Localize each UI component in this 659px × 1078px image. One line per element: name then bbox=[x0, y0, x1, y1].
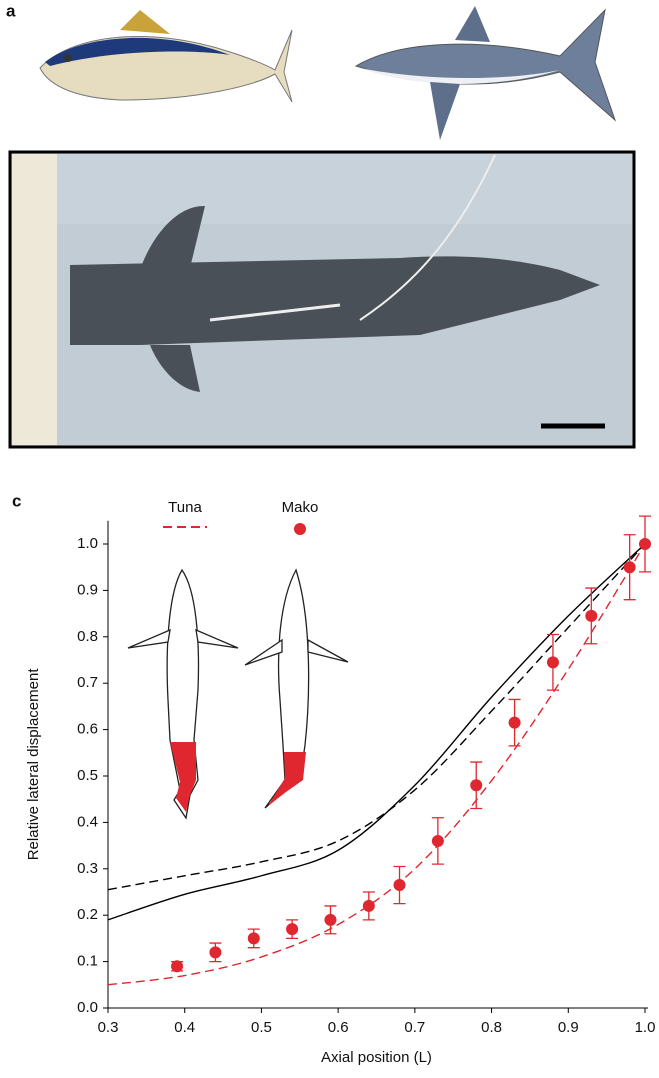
y-axis-label: Relative lateral displacement bbox=[25, 668, 42, 861]
legend-label: Tuna bbox=[168, 499, 202, 516]
tuna-illustration bbox=[39, 10, 293, 103]
data-point bbox=[171, 960, 184, 973]
y-tick-label: 0.7 bbox=[77, 674, 98, 691]
plot: 0.0 0.1 0.2 0.3 0.4 0.5 0.6 0.7 0.8 0.9 1.0 0.3 0.4 0… bbox=[25, 499, 655, 1066]
x-tick-label: 0.5 bbox=[251, 1019, 272, 1036]
x-tick-label: 0.8 bbox=[481, 1019, 502, 1036]
panel-label: a bbox=[6, 1, 16, 20]
data-point bbox=[431, 834, 444, 847]
data-point bbox=[585, 609, 598, 622]
x-tick-label: 0.3 bbox=[98, 1019, 119, 1036]
flume-photo bbox=[8, 150, 636, 449]
curve bbox=[107, 543, 646, 986]
data-point bbox=[209, 946, 222, 959]
data-point bbox=[393, 879, 406, 892]
y-tick-label: 0.4 bbox=[77, 813, 98, 830]
data-point bbox=[623, 561, 636, 574]
data-point bbox=[546, 656, 559, 669]
inset-sharks bbox=[127, 568, 349, 820]
x-tick-label: 0.7 bbox=[404, 1019, 425, 1036]
y-tick-label: 0.1 bbox=[77, 953, 98, 970]
x-tick-label: 0.9 bbox=[558, 1019, 579, 1036]
data-point bbox=[324, 913, 337, 926]
mako-illustration bbox=[354, 6, 617, 140]
y-tick-label: 1.0 bbox=[77, 535, 98, 552]
legend-label: Mako bbox=[282, 499, 319, 516]
curve bbox=[107, 543, 646, 921]
y-tick-label: 0.6 bbox=[77, 721, 98, 738]
y-tick-label: 0.0 bbox=[77, 999, 98, 1016]
data-point bbox=[362, 899, 375, 912]
data-point bbox=[508, 716, 521, 729]
x-tick-label: 1.0 bbox=[635, 1019, 656, 1036]
data-point bbox=[286, 923, 299, 936]
legend-marker bbox=[294, 523, 306, 535]
data-point bbox=[247, 932, 260, 945]
x-axis-label: Axial position (L) bbox=[321, 1049, 432, 1066]
x-tick-label: 0.6 bbox=[328, 1019, 349, 1036]
y-tick-label: 0.8 bbox=[77, 628, 98, 645]
y-tick-label: 0.9 bbox=[77, 581, 98, 598]
y-tick-label: 0.2 bbox=[77, 906, 98, 923]
panel-label: c bbox=[12, 491, 21, 510]
curve bbox=[107, 543, 646, 891]
y-tick-label: 0.3 bbox=[77, 860, 98, 877]
y-tick-label: 0.5 bbox=[77, 767, 98, 784]
data-point bbox=[470, 779, 483, 792]
data-point bbox=[639, 538, 651, 550]
x-tick-label: 0.4 bbox=[174, 1019, 195, 1036]
